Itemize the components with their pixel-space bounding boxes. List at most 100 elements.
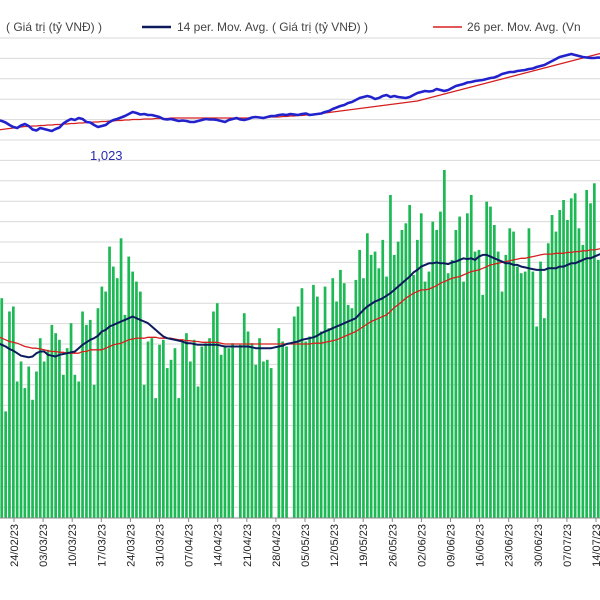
x-tick-label: 28/04/23 bbox=[271, 524, 283, 567]
bar bbox=[104, 291, 107, 518]
bar bbox=[466, 213, 469, 519]
bar bbox=[431, 221, 435, 518]
bar bbox=[416, 239, 419, 518]
bar bbox=[281, 341, 284, 518]
bar bbox=[462, 281, 465, 518]
bar bbox=[177, 398, 181, 518]
bar bbox=[473, 251, 477, 518]
bar bbox=[577, 228, 581, 519]
bar bbox=[419, 213, 423, 519]
bar bbox=[585, 190, 588, 518]
bar bbox=[8, 311, 11, 518]
bar bbox=[223, 346, 227, 518]
bar bbox=[88, 319, 92, 518]
bar bbox=[15, 381, 19, 518]
bar bbox=[331, 278, 335, 518]
bar bbox=[81, 311, 84, 518]
legend-label: 26 per. Mov. Avg. (Vn bbox=[467, 20, 581, 34]
bar bbox=[181, 341, 184, 518]
bar bbox=[35, 371, 38, 518]
gridlines bbox=[0, 37, 600, 508]
bar bbox=[516, 266, 519, 518]
bar bbox=[423, 281, 427, 518]
bar bbox=[46, 349, 50, 518]
bar bbox=[131, 271, 134, 518]
bar bbox=[566, 220, 569, 518]
bar bbox=[154, 398, 157, 518]
bar bbox=[400, 230, 404, 518]
bar bbox=[4, 411, 7, 518]
bar bbox=[23, 388, 27, 518]
bar bbox=[189, 361, 192, 518]
bar bbox=[412, 274, 415, 518]
bar bbox=[342, 283, 346, 518]
bar bbox=[381, 239, 385, 518]
annotations: 1,023 bbox=[90, 148, 123, 163]
bar bbox=[31, 399, 34, 518]
bar bbox=[285, 346, 288, 518]
bar bbox=[96, 308, 100, 518]
bar bbox=[208, 338, 211, 518]
bar bbox=[531, 271, 535, 518]
bar bbox=[512, 231, 515, 518]
bar bbox=[535, 326, 538, 518]
bar bbox=[108, 246, 111, 518]
x-tick-label: 26/05/23 bbox=[387, 524, 399, 567]
bar bbox=[58, 339, 61, 518]
bar bbox=[204, 343, 208, 518]
bar bbox=[42, 361, 46, 518]
bar bbox=[92, 384, 96, 518]
bar bbox=[292, 316, 296, 518]
bar bbox=[596, 259, 600, 518]
x-tick-label: 24/02/23 bbox=[9, 524, 21, 567]
bar bbox=[316, 296, 319, 518]
bar bbox=[504, 254, 508, 518]
bar bbox=[227, 348, 231, 518]
x-tick-label: 14/07/23 bbox=[591, 524, 600, 567]
legend: ( Giá trị (tỷ VNĐ) ) 14 per. Mov. Avg. ( … bbox=[6, 20, 581, 34]
bar bbox=[239, 344, 242, 518]
x-tick-label: 10/03/23 bbox=[67, 524, 79, 567]
bar bbox=[408, 205, 411, 518]
bar bbox=[543, 318, 546, 518]
bar bbox=[277, 328, 281, 518]
bar bbox=[139, 291, 142, 518]
bar bbox=[27, 366, 31, 518]
bar bbox=[19, 361, 23, 518]
x-tick-label: 07/07/23 bbox=[562, 524, 574, 567]
bar bbox=[54, 333, 57, 518]
bar bbox=[150, 338, 154, 518]
bar bbox=[304, 341, 308, 518]
bar bbox=[258, 338, 261, 518]
bar bbox=[358, 249, 361, 518]
bar bbox=[215, 303, 219, 518]
bar bbox=[500, 291, 504, 518]
bar bbox=[50, 324, 54, 518]
bar bbox=[69, 323, 73, 518]
bar bbox=[123, 314, 127, 518]
bar bbox=[454, 230, 458, 518]
x-tick-label: 07/04/23 bbox=[184, 524, 196, 567]
bar bbox=[38, 338, 42, 518]
bar bbox=[469, 195, 473, 518]
bar bbox=[262, 361, 265, 518]
bar bbox=[377, 268, 381, 519]
bar bbox=[539, 261, 542, 518]
bar bbox=[327, 328, 331, 518]
bar bbox=[527, 228, 531, 519]
bar bbox=[169, 359, 173, 518]
bar bbox=[439, 211, 442, 518]
x-tick-label: 17/03/23 bbox=[96, 524, 108, 567]
bar bbox=[369, 254, 373, 518]
bar bbox=[300, 288, 304, 518]
bar bbox=[242, 313, 246, 518]
bar bbox=[493, 225, 496, 518]
bar bbox=[562, 200, 565, 518]
bar bbox=[346, 304, 350, 518]
x-tick-label: 16/06/23 bbox=[475, 524, 487, 567]
bar bbox=[446, 273, 450, 518]
annotation-label: 1,023 bbox=[90, 148, 123, 163]
bar bbox=[477, 249, 481, 518]
bar bbox=[519, 273, 523, 518]
